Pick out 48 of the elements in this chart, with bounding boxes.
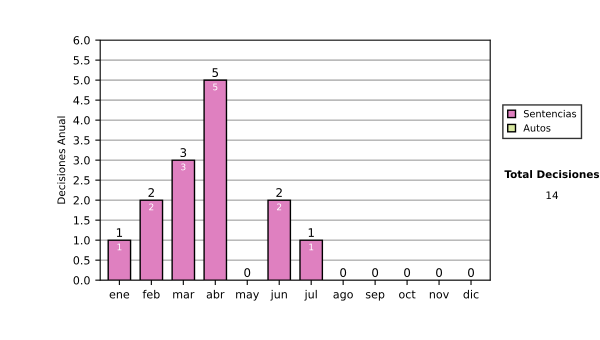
data-label: 1 bbox=[309, 244, 314, 250]
x-tick-label: feb bbox=[142, 290, 160, 298]
data-label: 1 bbox=[118, 244, 122, 250]
total-label: 3 bbox=[180, 148, 186, 158]
text: 3.0 bbox=[74, 156, 90, 165]
data-label: 5 bbox=[213, 84, 218, 90]
text: 1.5 bbox=[74, 216, 90, 225]
x-tick-label: sep bbox=[366, 292, 384, 301]
total-label: 0 bbox=[372, 268, 378, 278]
text: 5.5 bbox=[74, 56, 90, 65]
data-label: 3 bbox=[181, 164, 186, 170]
x-tick-label: oct bbox=[399, 290, 416, 298]
total-label: 0 bbox=[404, 268, 410, 278]
total-label: 0 bbox=[244, 268, 250, 278]
total-label: 5 bbox=[212, 68, 218, 78]
text: 0.5 bbox=[74, 256, 90, 265]
legend-label: Sentencias bbox=[524, 110, 576, 118]
text: 4.5 bbox=[73, 96, 90, 105]
x-tick-label: dic bbox=[464, 290, 478, 298]
text: 14 bbox=[546, 191, 558, 200]
x-tick-label: jun bbox=[270, 290, 287, 301]
legend-label: Autos bbox=[523, 124, 550, 132]
x-tick-label: ene bbox=[110, 292, 130, 298]
total-label: 1 bbox=[116, 228, 122, 237]
x-tick-label: may bbox=[236, 292, 260, 301]
total-label: 2 bbox=[148, 188, 154, 197]
text: 5.0 bbox=[74, 76, 90, 85]
text: 3.5 bbox=[74, 136, 90, 145]
data-label: 2 bbox=[149, 204, 154, 210]
x-tick-label: nov bbox=[430, 292, 449, 298]
total-label: 0 bbox=[468, 268, 474, 278]
text: 6.0 bbox=[74, 36, 90, 44]
y-axis-title: Decisiones Anual bbox=[57, 116, 66, 204]
total-label: 2 bbox=[276, 188, 282, 197]
x-tick-label: ago bbox=[333, 292, 353, 301]
total-label: 0 bbox=[340, 268, 346, 278]
data-label: 2 bbox=[277, 204, 282, 210]
text: 2.5 bbox=[74, 176, 90, 185]
total-label: 0 bbox=[436, 268, 442, 278]
x-tick-label: jul bbox=[304, 290, 317, 301]
text: 1.0 bbox=[74, 236, 90, 245]
text: 2.0 bbox=[74, 196, 90, 205]
x-tick-label: abr bbox=[206, 290, 224, 298]
total-label: 1 bbox=[308, 228, 314, 237]
text: 0.0 bbox=[74, 276, 90, 285]
x-tick-label: mar bbox=[173, 292, 194, 298]
text: 4.0 bbox=[73, 116, 90, 125]
text: Total Decisiones bbox=[504, 170, 600, 178]
